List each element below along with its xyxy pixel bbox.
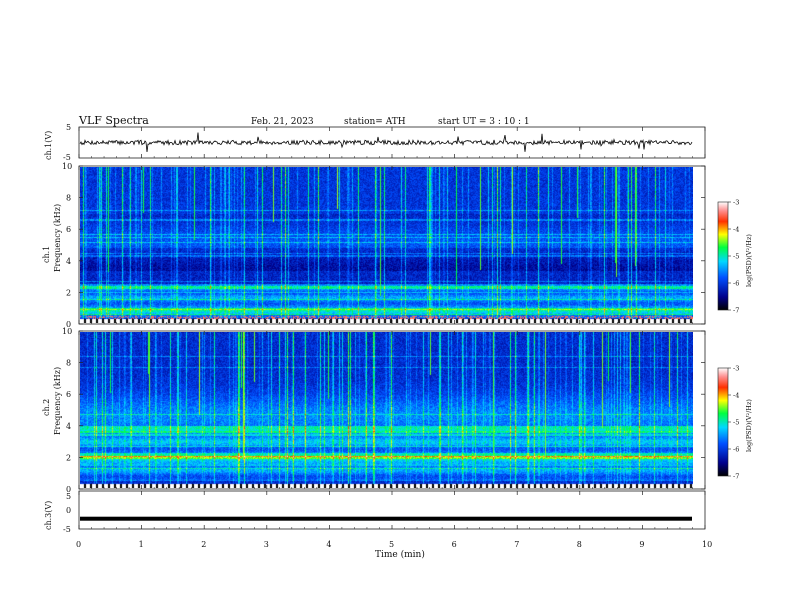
time-axis: 0 1 2 3 4 5 6 7 8 9 10: [76, 127, 712, 549]
ch3-voltage-ylabel: ch.3(V): [44, 501, 53, 530]
colorbar-tick-label: -6: [733, 280, 739, 288]
ch1-spectrogram-image: [80, 167, 693, 323]
x-tick-label: 4: [326, 540, 331, 549]
ch2-colorbar-ticks: -3 -4 -5 -6 -7: [728, 365, 739, 481]
x-tick-label: 7: [514, 540, 519, 549]
y-tick-label: 2: [66, 453, 71, 462]
colorbar-tick-label: -3: [733, 365, 739, 373]
ch3-voltage-panel: 5 0 -5 ch.3(V): [44, 490, 706, 534]
ch1-voltage-panel: 5 -5 ch.1(V): [44, 123, 706, 162]
figure-title: VLF Spectra: [78, 114, 149, 127]
y-tick-label: 6: [66, 225, 71, 234]
time-axis-label: Time (min): [375, 549, 425, 560]
date-label: Feb. 21, 2023: [251, 117, 314, 127]
ch2-spec-ylabel-channel: ch.2: [42, 399, 51, 416]
colorbar-tick-label: -6: [733, 446, 739, 454]
ch3-voltage-trace: [80, 516, 692, 521]
x-tick-label: 6: [452, 540, 457, 549]
y-tick-label: 8: [66, 194, 71, 203]
x-tick-label: 3: [264, 540, 269, 549]
ch1-ytick-bottom: -5: [63, 153, 71, 162]
ch1-colorbar: -3 -4 -5 -6 -7 log(PSD)(V²/Hz): [717, 199, 753, 315]
station-label: station= ATH: [344, 117, 406, 127]
ch1-voltage-ylabel: ch.1(V): [44, 131, 53, 160]
x-tick-label: 5: [389, 540, 394, 549]
ch2-colorbar-gradient: [717, 367, 729, 477]
colorbar-tick-label: -4: [733, 392, 739, 400]
ch3-ytick-bottom: -5: [63, 525, 71, 534]
x-tick-label: 9: [639, 540, 644, 549]
ch2-colorbar: -3 -4 -5 -6 -7 log(PSD)(V²/Hz): [717, 365, 753, 481]
ch1-colorbar-gradient: [717, 201, 729, 311]
y-tick-label: 8: [66, 359, 71, 368]
colorbar-tick-label: -3: [733, 199, 739, 207]
colorbar-tick-label: -5: [733, 419, 739, 427]
ch1-colorbar-label: log(PSD)(V²/Hz): [745, 234, 753, 287]
y-tick-label: 10: [62, 162, 72, 171]
y-tick-label: 4: [66, 422, 71, 431]
ch1-spec-ylabel-frequency: Frequency (kHz): [53, 204, 62, 272]
y-tick-label: 2: [66, 288, 71, 297]
ch3-ytick-mid: 0: [66, 506, 71, 515]
y-tick-label: 10: [62, 327, 72, 336]
y-tick-label: 0: [66, 485, 71, 494]
x-tick-label: 8: [577, 540, 582, 549]
ch2-spectrogram-yticks: 0 2 4 6 8 10: [62, 327, 705, 494]
y-tick-label: 0: [66, 320, 71, 329]
y-tick-label: 6: [66, 390, 71, 399]
ch2-spectrogram-image: [80, 332, 693, 488]
x-tick-label: 10: [702, 540, 712, 549]
colorbar-tick-label: -5: [733, 253, 739, 261]
colorbar-tick-label: -4: [733, 226, 739, 234]
ch3-voltage-frame: [78, 490, 706, 530]
x-tick-label: 0: [76, 540, 81, 549]
ch2-spectrogram-panel: ch.2 Frequency (kHz) 0 2 4 6 8 10: [42, 327, 706, 494]
ch1-spectrogram-panel: ch.1 Frequency (kHz) 0 2 4 6 8 10: [42, 162, 706, 329]
ch3-ytick-top: 5: [66, 492, 71, 501]
start-time-label: start UT = 3 : 10 : 1: [438, 117, 530, 127]
ch1-ytick-top: 5: [66, 123, 71, 132]
ch1-spectrogram-yticks: 0 2 4 6 8 10: [62, 162, 705, 329]
colorbar-tick-label: -7: [733, 307, 739, 315]
ch2-spec-ylabel-frequency: Frequency (kHz): [53, 367, 62, 435]
x-tick-label: 1: [139, 540, 144, 549]
ch1-colorbar-ticks: -3 -4 -5 -6 -7: [728, 199, 739, 315]
x-tick-label: 2: [201, 540, 206, 549]
colorbar-tick-label: -7: [733, 473, 739, 481]
ch1-voltage-trace: [79, 132, 693, 152]
ch1-spec-ylabel-channel: ch.1: [42, 246, 51, 263]
y-tick-label: 4: [66, 257, 71, 266]
ch2-colorbar-label: log(PSD)(V²/Hz): [745, 399, 753, 452]
